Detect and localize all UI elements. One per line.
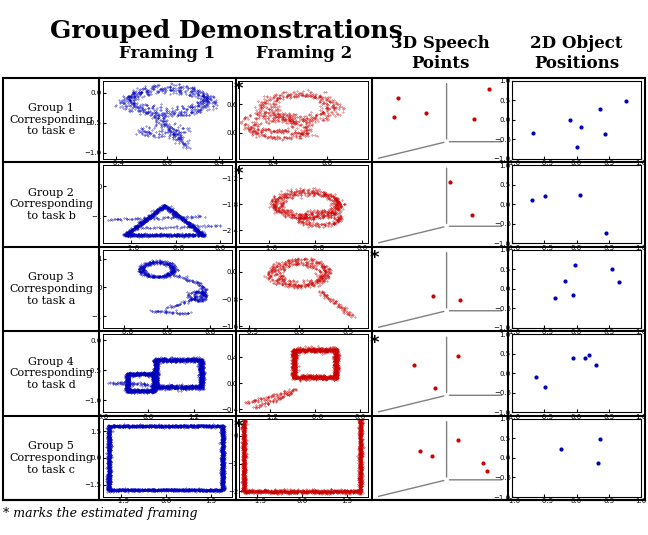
Point xyxy=(570,261,580,270)
Point xyxy=(614,278,625,286)
Text: Group 1
Corresponding
to task e: Group 1 Corresponding to task e xyxy=(9,103,93,136)
Point xyxy=(527,129,538,137)
Text: Group 5
Corresponding
to task c: Group 5 Corresponding to task c xyxy=(9,441,93,475)
Point xyxy=(568,291,579,299)
Point xyxy=(593,459,603,468)
Point xyxy=(540,192,550,200)
Point xyxy=(575,123,586,132)
Text: Framing 1: Framing 1 xyxy=(119,45,215,62)
Point xyxy=(607,265,617,273)
Point xyxy=(594,104,605,113)
Point xyxy=(568,354,578,362)
Text: Framing 2: Framing 2 xyxy=(255,45,352,62)
Text: 2D Object
Positions: 2D Object Positions xyxy=(530,35,623,72)
Point xyxy=(601,229,611,238)
Text: Group 4
Corresponding
to task d: Group 4 Corresponding to task d xyxy=(9,357,93,390)
Text: Group 2
Corresponding
to task b: Group 2 Corresponding to task b xyxy=(9,188,93,221)
Point xyxy=(527,195,537,204)
Point xyxy=(595,435,605,444)
Text: Group 3
Corresponding
to task a: Group 3 Corresponding to task a xyxy=(9,272,93,305)
Point xyxy=(600,130,610,139)
Text: * marks the estimated framing: * marks the estimated framing xyxy=(3,507,198,520)
Point xyxy=(580,353,590,362)
Text: *: * xyxy=(233,80,243,98)
Text: *: * xyxy=(233,165,243,183)
Point xyxy=(584,351,594,360)
Text: *: * xyxy=(370,249,380,268)
Point xyxy=(556,445,566,453)
Point xyxy=(572,143,582,151)
Text: Grouped Demonstrations: Grouped Demonstrations xyxy=(51,19,403,43)
Point xyxy=(550,294,561,303)
Point xyxy=(575,190,585,199)
Point xyxy=(621,97,631,105)
Text: *: * xyxy=(233,418,243,437)
Point xyxy=(531,373,541,381)
Point xyxy=(590,361,601,370)
Text: 3D Speech
Points: 3D Speech Points xyxy=(391,35,489,72)
Point xyxy=(565,116,575,124)
Point xyxy=(540,383,550,391)
Text: *: * xyxy=(370,334,380,352)
Point xyxy=(559,277,570,285)
